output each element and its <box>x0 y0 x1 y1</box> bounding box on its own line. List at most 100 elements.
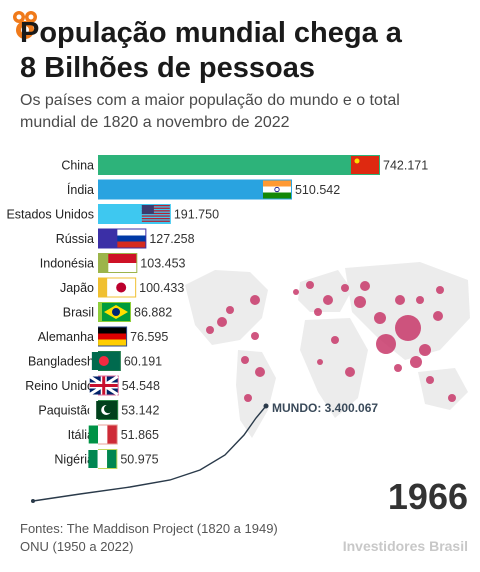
population-dot <box>419 344 431 356</box>
bar-row: Alemanha 76.595 <box>38 326 168 347</box>
bar-row: Indonésia 103.453 <box>40 253 186 273</box>
value-label: 54.548 <box>122 379 160 393</box>
value-label: 103.453 <box>140 257 185 271</box>
population-dot <box>374 312 386 324</box>
world-series-start-point <box>31 499 35 503</box>
population-dot <box>206 326 214 334</box>
uk-flag-icon <box>88 375 119 396</box>
population-dot <box>376 334 396 354</box>
population-dot <box>433 311 443 321</box>
population-dot <box>448 394 456 402</box>
population-dot <box>323 295 333 305</box>
title-line-2: 8 Bilhões de pessoas <box>20 52 315 84</box>
china-flag-icon <box>351 156 379 174</box>
bar-row: Japão 100.433 <box>60 277 184 298</box>
population-dot <box>250 295 260 305</box>
category-label: Estados Unidos <box>6 208 94 222</box>
map-europe <box>298 270 352 312</box>
category-label: Brasil <box>63 306 94 320</box>
category-label: Rússia <box>56 232 94 246</box>
population-dot <box>217 317 227 327</box>
bar-row: Índia 510.542 <box>67 179 340 200</box>
bar-row: Bangladesh 60.191 <box>28 351 162 371</box>
value-label: 51.865 <box>121 428 159 442</box>
map-oceania <box>418 368 468 410</box>
map-south-america <box>236 350 276 438</box>
population-dot <box>331 336 339 344</box>
value-label: 127.258 <box>149 232 194 246</box>
value-label: 60.191 <box>124 355 162 369</box>
nigeria-flag-icon <box>88 450 117 468</box>
bar-row: Nigéria 50.975 <box>54 449 159 469</box>
bars: China 742.171 Índia 510.542 Estados Unidos 19… <box>6 155 428 469</box>
population-dot <box>345 367 355 377</box>
map-africa <box>300 318 368 418</box>
source-line-2: ONU (1950 a 2022) <box>20 539 134 554</box>
year-label: 1966 <box>387 476 468 517</box>
world-total-label: MUNDO: 3.400.067 <box>272 401 379 415</box>
category-label: Índia <box>67 182 94 197</box>
population-dot <box>394 364 402 372</box>
population-dots <box>206 281 456 402</box>
bar <box>98 179 292 200</box>
value-label: 510.542 <box>295 183 340 197</box>
population-dot <box>395 295 405 305</box>
russia-flag-icon <box>117 229 146 248</box>
value-label: 742.171 <box>383 159 428 173</box>
population-dot <box>251 332 259 340</box>
brand-logo-icon <box>13 11 37 39</box>
world-series-current-point <box>263 403 269 409</box>
india-flag-icon <box>262 180 291 199</box>
category-label: Reino Unido <box>25 379 94 393</box>
population-dot <box>226 306 234 314</box>
population-dot <box>360 281 370 291</box>
bar-row: Itália 51.865 <box>68 424 159 445</box>
population-dot <box>436 286 444 294</box>
map-north-america <box>185 270 268 345</box>
bangladesh-flag-icon <box>91 352 120 370</box>
category-label: Indonésia <box>40 257 94 271</box>
population-dot <box>241 356 249 364</box>
world-series-line <box>32 405 267 502</box>
category-label: Paquistão <box>38 404 94 418</box>
value-label: 86.882 <box>134 306 172 320</box>
category-label: Nigéria <box>54 453 94 467</box>
population-dot <box>317 359 323 365</box>
population-dot <box>416 296 424 304</box>
title-line-1: População mundial chega a <box>20 17 402 49</box>
italy-flag-icon <box>88 425 117 444</box>
brand-watermark: Investidores Brasil <box>342 538 468 554</box>
bar-row: Brasil 86.882 <box>63 302 172 322</box>
bar-row: Estados Unidos 191.750 <box>6 204 219 224</box>
category-label: Alemanha <box>38 330 94 344</box>
world-series <box>31 403 269 503</box>
brazil-flag-icon <box>102 303 131 321</box>
category-label: China <box>61 159 94 173</box>
bar-row: Rússia 127.258 <box>56 228 195 249</box>
population-dot <box>354 296 366 308</box>
page-subtitle: Os países com a maior população do mundo… <box>20 90 470 134</box>
population-dot <box>293 289 299 295</box>
subtitle-line-2: mundial de 1820 a novembro de 2022 <box>20 114 290 131</box>
bar-row: Paquistão 53.142 <box>38 400 159 420</box>
value-label: 100.433 <box>139 281 184 295</box>
population-dot <box>426 376 434 384</box>
population-dot <box>255 367 265 377</box>
population-dot <box>341 284 349 292</box>
category-label: Japão <box>60 281 94 295</box>
value-label: 76.595 <box>130 330 168 344</box>
germany-flag-icon <box>98 327 127 346</box>
category-label: Bangladesh <box>28 355 94 369</box>
population-dot <box>306 281 314 289</box>
population-dot <box>244 394 252 402</box>
pakistan-flag-icon <box>89 401 118 419</box>
page-title: População mundial chega a 8 Bilhões de p… <box>20 16 460 86</box>
population-dot <box>314 308 322 316</box>
usa-flag-icon <box>141 205 170 222</box>
bar-row: China 742.171 <box>61 155 428 175</box>
value-label: 191.750 <box>174 208 219 222</box>
bar <box>98 155 380 175</box>
sources: Fontes: The Maddison Project (1820 a 194… <box>20 520 278 556</box>
